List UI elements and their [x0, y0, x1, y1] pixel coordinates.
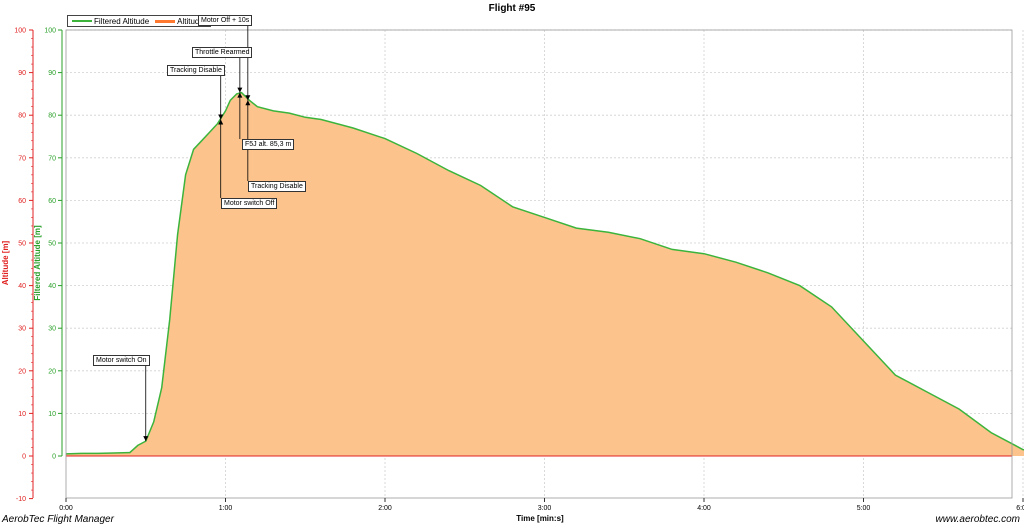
annotation-arrow	[218, 114, 224, 120]
plot-frame	[65, 29, 1013, 499]
right-tick-label: 20	[48, 368, 56, 375]
annotation-label: Motor switch Off	[221, 198, 278, 209]
annotation-arrow	[245, 95, 251, 101]
left-axis-label: Altitude [m]	[1, 240, 10, 285]
right-tick-label: 10	[48, 411, 56, 418]
x-tick-label: 1:00	[219, 505, 233, 512]
left-tick-label: -10	[16, 496, 26, 503]
website-link[interactable]: www.aerobtec.com	[935, 514, 1020, 525]
right-axis-label: Filtered Altitude [m]	[33, 225, 42, 301]
x-axis-label: Time [min:s]	[516, 514, 564, 523]
right-tick-label: 0	[52, 454, 56, 461]
annotation-label: Throttle Rearmed	[192, 47, 253, 58]
altitude-area-fill	[66, 92, 1024, 456]
left-tick-label: 90	[18, 70, 26, 77]
legend-label-filtered: Filtered Altitude	[94, 16, 150, 26]
annotation-label: Motor switch On	[93, 355, 150, 366]
x-tick-label: 4:00	[697, 505, 711, 512]
legend-item-filtered: Filtered Altitude	[70, 17, 149, 26]
right-tick-label: 60	[48, 198, 56, 205]
annotation-pointers	[143, 25, 251, 442]
right-tick-label: 80	[48, 113, 56, 120]
filtered-altitude-line	[65, 91, 1024, 455]
annotation-label: F5J alt. 85,3 m	[242, 139, 295, 150]
annotation-arrow	[143, 436, 149, 442]
chart-title: Flight #95	[488, 3, 536, 14]
right-tick-label: 30	[48, 326, 56, 333]
tick-labels: 1009080706050403020100-10100908070605040…	[14, 28, 1024, 513]
annotation-arrow	[245, 100, 251, 106]
annotation-arrow	[237, 92, 243, 98]
right-tick-label: 100	[44, 28, 56, 35]
left-tick-label: 50	[18, 241, 26, 248]
x-tick-label: 6:00	[1016, 505, 1024, 512]
annotation-arrow	[237, 87, 243, 93]
left-tick-label: 0	[22, 454, 26, 461]
right-tick-label: 90	[48, 70, 56, 77]
app-name: AerobTec Flight Manager	[2, 514, 114, 525]
annotation-label: Tracking Disable	[167, 65, 225, 76]
left-tick-label: 40	[18, 283, 26, 290]
left-tick-label: 30	[18, 326, 26, 333]
legend: Filtered Altitude Altitude	[67, 15, 211, 27]
left-tick-label: 60	[18, 198, 26, 205]
left-tick-label: 20	[18, 368, 26, 375]
legend-label-altitude: Altitude	[177, 16, 204, 26]
x-tick-label: 5:00	[857, 505, 871, 512]
left-tick-label: 80	[18, 113, 26, 120]
x-tick-label: 0:00	[59, 505, 73, 512]
x-tick-label: 2:00	[378, 505, 392, 512]
axes	[32, 29, 1013, 499]
left-tick-label: 70	[18, 155, 26, 162]
right-tick-label: 70	[48, 155, 56, 162]
annotation-label: Tracking Disable	[248, 181, 306, 192]
legend-item-altitude: Altitude	[153, 17, 204, 26]
annotation-label: Motor Off + 10s	[198, 15, 253, 26]
right-tick-label: 40	[48, 283, 56, 290]
x-tick-label: 3:00	[538, 505, 552, 512]
annotation-arrow	[218, 119, 224, 125]
legend-swatch-altitude	[155, 19, 176, 23]
left-tick-label: 100	[14, 28, 26, 35]
legend-swatch-filtered	[72, 20, 92, 22]
left-tick-label: 10	[18, 411, 26, 418]
right-tick-label: 50	[48, 241, 56, 248]
